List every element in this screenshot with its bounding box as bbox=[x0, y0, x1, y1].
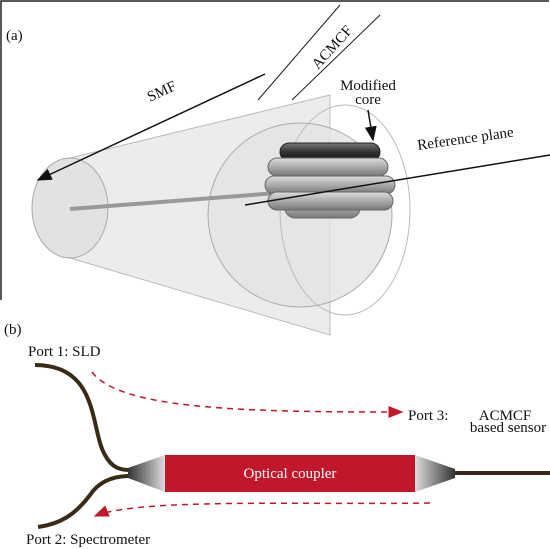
figure: (a) SMF ACMCF Modifiedcore Reference pla… bbox=[0, 0, 550, 549]
taper bbox=[128, 455, 165, 492]
cores bbox=[265, 143, 395, 218]
port1-label: Port 1: SLD bbox=[28, 344, 101, 360]
panel-label: (a) bbox=[6, 28, 23, 44]
acmcf-label: ACMCF bbox=[309, 23, 356, 73]
smf-label: SMF bbox=[145, 78, 179, 105]
panel-label: (b) bbox=[4, 322, 22, 338]
fiber bbox=[38, 476, 130, 527]
light-path bbox=[92, 372, 402, 412]
port2-label: Port 2: Spectrometer bbox=[26, 532, 150, 548]
panel-b: (b) Port 1: SLD Optical coupler Port 3: … bbox=[4, 322, 550, 548]
fiber bbox=[35, 365, 130, 470]
port3-label: Port 3: bbox=[408, 408, 448, 424]
reference-plane-label: Reference plane bbox=[416, 125, 515, 154]
coupler-label: Optical coupler bbox=[244, 466, 337, 482]
light-path bbox=[95, 503, 430, 516]
taper bbox=[415, 455, 455, 492]
